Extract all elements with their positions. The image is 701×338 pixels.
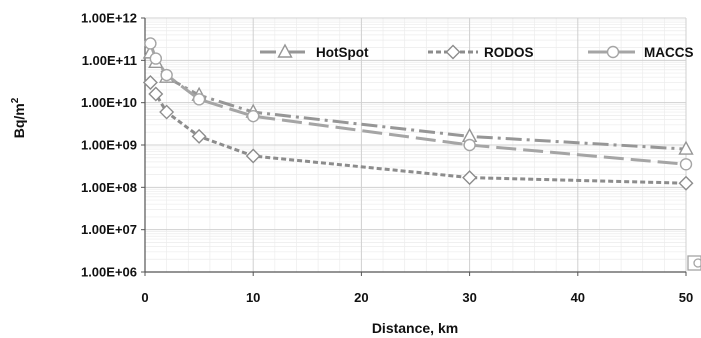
- legend-label-rodos: RODOS: [484, 45, 534, 60]
- clipped-marker-fragment: [687, 255, 701, 271]
- x-tick-label: 10: [246, 290, 260, 305]
- y-axis-title-sup: 2: [10, 97, 21, 103]
- rodos-line: [149, 81, 687, 185]
- hotspot-point: [678, 140, 694, 155]
- legend: HotSpot RODOS MACCS: [260, 43, 694, 60]
- legend-item-rodos: RODOS: [428, 44, 534, 60]
- x-tick-label: 50: [679, 290, 693, 305]
- legend-item-maccs: MACCS: [588, 45, 694, 60]
- legend-swatch-marker: [277, 43, 293, 58]
- rodos-point: [245, 148, 261, 164]
- maccs-point: [144, 37, 157, 50]
- y-tick-label: 1.00E+10: [81, 95, 137, 110]
- legend-swatch-marker: [445, 44, 461, 60]
- maccs-point: [246, 109, 260, 123]
- y-tick-label: 1.00E+06: [81, 265, 137, 280]
- x-tick-label: 40: [571, 290, 585, 305]
- axes: [141, 17, 687, 276]
- maccs-point: [160, 68, 173, 82]
- legend-swatch-marker: [606, 45, 620, 59]
- y-axis-title: Bq/m2: [10, 97, 27, 138]
- rodos-point: [148, 86, 164, 102]
- series-layer: [142, 37, 694, 191]
- rodos-point: [142, 74, 158, 90]
- y-tick-label: 1.00E+07: [81, 222, 137, 237]
- maccs-point: [679, 158, 693, 171]
- y-tick-label: 1.00E+09: [81, 138, 137, 153]
- x-tick-label: 30: [462, 290, 476, 305]
- y-tick-label: 1.00E+12: [81, 11, 137, 26]
- maccs-point: [463, 138, 476, 152]
- hotspot-line: [149, 52, 687, 151]
- y-tick-label: 1.00E+08: [81, 180, 137, 195]
- y-axis-title-main: Bq/m: [11, 103, 27, 138]
- x-tick-label: 0: [141, 290, 148, 305]
- x-axis-title: Distance, km: [372, 320, 458, 336]
- maccs-point: [192, 93, 206, 106]
- legend-label-hotspot: HotSpot: [316, 45, 369, 60]
- rodos-point: [159, 104, 175, 120]
- series-rodos: [142, 74, 694, 191]
- legend-item-hotspot: HotSpot: [260, 43, 369, 60]
- rodos-point: [678, 175, 694, 191]
- legend-label-maccs: MACCS: [644, 45, 694, 60]
- series-maccs: [144, 37, 693, 171]
- rodos-point: [462, 170, 478, 186]
- rodos-point: [191, 128, 207, 144]
- y-tick-label: 1.00E+11: [82, 53, 137, 68]
- x-tick-labels: 0 10 20 30 40 50: [141, 290, 693, 305]
- y-tick-labels: 1.00E+06 1.00E+07 1.00E+08 1.00E+09 1.00E+10…: [81, 11, 137, 280]
- maccs-point: [149, 52, 163, 65]
- x-tick-label: 20: [354, 290, 368, 305]
